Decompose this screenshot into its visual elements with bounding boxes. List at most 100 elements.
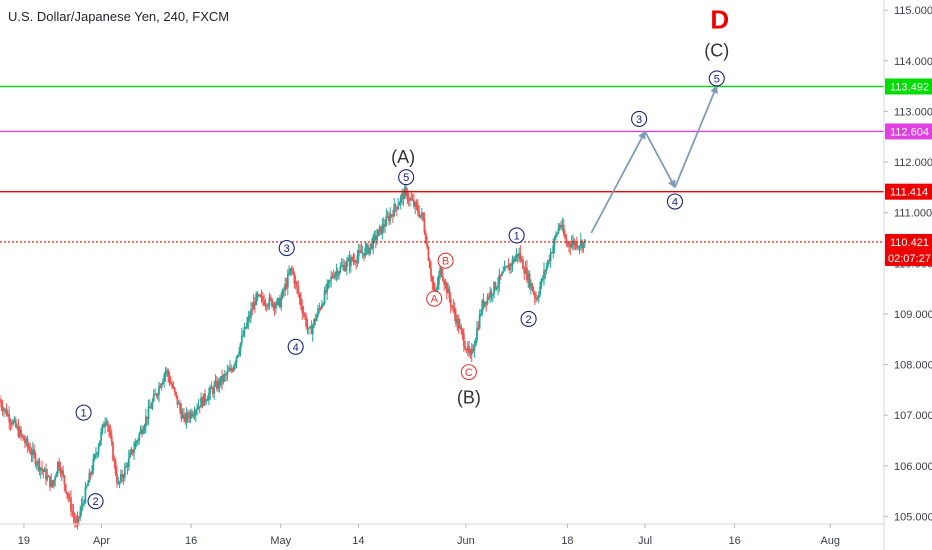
candle-body [286, 274, 289, 288]
candle-body [285, 283, 288, 288]
candle-body [62, 470, 64, 476]
candle-body [218, 380, 221, 386]
candle-body [280, 297, 283, 308]
candle-body [215, 381, 218, 389]
candle-body [365, 244, 368, 248]
time-axis[interactable]: 19 Apr 16 May 14 Jun 18 Jul 16 Aug [0, 523, 884, 547]
candle-body [42, 469, 45, 472]
candle-body [98, 440, 101, 447]
candle-body [489, 291, 492, 298]
candle-body [445, 282, 448, 294]
candle-body [498, 274, 501, 285]
candle-body [117, 482, 120, 484]
candle-body [524, 267, 527, 274]
wave-circle-icon [460, 364, 477, 381]
candle-body [126, 465, 129, 468]
candle-body [360, 250, 363, 254]
candle-body [395, 207, 398, 210]
time-tick-label: 19 [18, 535, 30, 547]
candle-body [214, 381, 217, 386]
candle-body [165, 370, 168, 372]
candle-body [246, 322, 248, 328]
candle-body [405, 187, 407, 191]
candle-body [151, 401, 154, 408]
candle-body [77, 516, 80, 518]
candle-body [187, 412, 189, 417]
candle-body [583, 239, 586, 243]
candle-body [193, 414, 196, 416]
candle-body [359, 250, 361, 252]
horizontal-levels[interactable] [0, 85, 884, 243]
candle-body [472, 349, 474, 352]
candle-body [415, 202, 418, 206]
level-tag [885, 233, 932, 250]
candle-body [376, 236, 379, 241]
candle-body [418, 212, 421, 217]
time-tick-label: Apr [93, 535, 110, 547]
candle-body [146, 416, 149, 419]
candle-body [164, 370, 167, 375]
candle-body [403, 187, 406, 200]
time-tick-label: Jul [638, 535, 652, 547]
candle-body [156, 394, 159, 396]
candle-body [579, 240, 582, 247]
candle-body [480, 313, 482, 315]
candle-body [96, 453, 99, 455]
candle-body [335, 270, 338, 274]
candle-body [204, 393, 206, 401]
candle-body [297, 286, 300, 294]
candle-body [105, 421, 108, 424]
candle-body [51, 480, 54, 486]
candle-body [85, 485, 88, 488]
price-axis[interactable]: 105.000106.000107.000108.000109.000110.0… [883, 0, 932, 550]
candle-body [5, 408, 8, 416]
candle-body [225, 374, 227, 376]
candle-body [441, 275, 444, 281]
candle-body [83, 502, 85, 504]
candle-body [28, 446, 30, 449]
candle-body [339, 266, 342, 273]
candle-body [221, 376, 223, 382]
candle-body [516, 253, 519, 257]
candle-body [327, 280, 330, 284]
candle-body [167, 370, 170, 377]
candle-body [87, 482, 89, 486]
candle-body [257, 294, 260, 296]
candle-body [315, 315, 318, 321]
candle-body [97, 446, 100, 454]
candle-body [102, 424, 105, 428]
candle-body [414, 202, 417, 207]
candle-body [3, 409, 5, 411]
candle-body [134, 442, 137, 450]
candle-body [419, 214, 422, 217]
candle-body [293, 273, 296, 284]
wave-label: 4 [672, 196, 678, 208]
candle-body [21, 434, 24, 437]
candle-body [210, 387, 213, 390]
candle-body [305, 316, 308, 327]
candle-body [394, 204, 397, 208]
candle-body [189, 412, 192, 419]
level-tag [885, 183, 932, 200]
candle-body [344, 267, 347, 271]
candle-body [185, 412, 188, 422]
candle-body [301, 305, 304, 313]
candle-body [267, 305, 269, 307]
candle-body [239, 343, 242, 352]
candle-body [22, 436, 25, 441]
candle-body [223, 374, 226, 376]
wave-label: 4 [293, 342, 299, 354]
candle-body [306, 326, 309, 328]
candle-body [100, 431, 103, 441]
candle-body [175, 392, 177, 396]
candle-body [66, 492, 68, 495]
candle-body [561, 224, 564, 228]
time-tick-label: May [270, 535, 291, 547]
candle-body [540, 278, 543, 287]
candle-body [278, 298, 281, 308]
candle-body [332, 276, 335, 278]
candle-body [276, 299, 279, 305]
candle-body [427, 246, 430, 261]
candle-body [235, 356, 238, 363]
